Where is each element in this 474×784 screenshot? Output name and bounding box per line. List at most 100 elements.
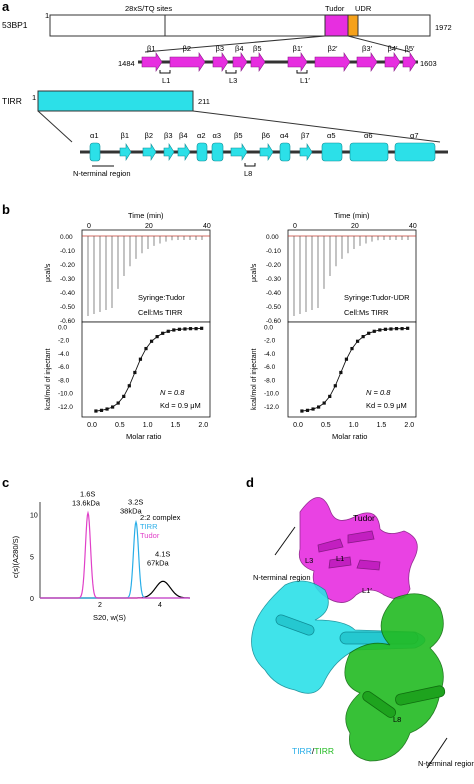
data-point <box>161 331 165 335</box>
bp1-start: 1 <box>45 11 49 20</box>
data-point <box>400 327 404 331</box>
ybot-tick: -8.0 <box>58 377 70 384</box>
data-point <box>367 331 371 335</box>
zoom2-elements: α1 β1 β2 β3 β4 α2 α3 β5 β6 α4 β7 α5 α6 α7 <box>89 131 436 162</box>
ytop-tick: -0.20 <box>266 262 281 269</box>
sites-label: 28xS/TQ sites <box>125 4 172 13</box>
data-point <box>361 335 365 339</box>
legend-entry: 2:2 complex <box>140 513 181 522</box>
legend-entry: TIRR <box>140 522 158 531</box>
ytop-tick: -0.60 <box>60 318 75 325</box>
x-tick: 2 <box>98 602 102 609</box>
l1p-label-d: L1′ <box>362 586 372 595</box>
data-point <box>149 339 154 343</box>
data-point <box>177 327 181 331</box>
panel-c-label: c <box>2 475 9 490</box>
ytop-axis-label: μcal/s <box>45 263 52 282</box>
data-point <box>311 407 315 411</box>
panel-b-label: b <box>2 202 10 217</box>
mw-label: 67kDa <box>147 558 170 567</box>
mw-label: 13.6kDa <box>72 498 101 507</box>
data-point <box>183 327 187 331</box>
strand <box>230 142 248 162</box>
data-point <box>122 394 126 399</box>
ybot-tick: -10.0 <box>58 391 73 398</box>
element-label: β5 <box>234 131 243 140</box>
tirr-legend: TIRR/TIRR <box>292 746 334 756</box>
raw-heat-frame <box>81 229 211 323</box>
element-label: β4 <box>179 131 188 140</box>
strand-label: β1 <box>147 44 156 53</box>
syringe-label: Syringe:Tudor-UDR <box>344 293 410 302</box>
strand-label: β3′ <box>362 44 372 53</box>
ybot-tick: -4.0 <box>58 351 70 358</box>
nterm-label-a: N-terminal region <box>73 169 131 178</box>
strand <box>299 142 313 162</box>
strand-label: β3 <box>216 44 225 53</box>
nterm-label-d1: N-terminal region <box>253 573 311 582</box>
l8-label-d: L8 <box>393 715 401 724</box>
data-point <box>300 409 304 413</box>
bp1-end: 1972 <box>435 23 452 32</box>
tudor-cartoon <box>298 497 418 603</box>
data-point <box>317 405 321 409</box>
data-point <box>155 335 159 339</box>
loop-l1p: L1′ <box>300 76 310 85</box>
data-point <box>144 346 148 351</box>
strand-arrow <box>141 52 163 72</box>
x-axis-label: Molar ratio <box>332 432 367 441</box>
x-axis-label: Molar ratio <box>126 432 161 441</box>
ybot-tick: 0.0 <box>58 324 67 331</box>
data-point <box>111 405 115 409</box>
ytop-tick: -0.30 <box>60 276 75 283</box>
auc-peak-line <box>40 510 190 599</box>
ybot-tick: 0.0 <box>264 324 273 331</box>
data-point <box>116 401 120 405</box>
strand <box>163 142 175 162</box>
mw-label: 38kDa <box>120 507 143 516</box>
tirr-legend-2: TIRR <box>314 746 334 756</box>
time-tick: 0 <box>87 223 91 230</box>
data-point <box>406 326 410 330</box>
zoom1-end: 1603 <box>420 59 437 68</box>
time-tick: 20 <box>351 223 359 230</box>
isotherm-frame <box>81 321 211 418</box>
panel-a-label: a <box>2 0 10 14</box>
cell-label: Cell:Ms TIRR <box>138 308 183 317</box>
ytop-tick: -0.40 <box>266 290 281 297</box>
strand <box>142 142 157 162</box>
tudor-label-d: Tudor <box>353 513 375 523</box>
data-point <box>389 327 393 331</box>
time-axis-label: Time (min) <box>128 211 164 220</box>
sedimentation-label: 1.6S <box>80 489 95 498</box>
nterm-line-2 <box>426 737 448 769</box>
data-point <box>200 326 204 330</box>
strand-label: β2 <box>183 44 192 53</box>
x-tick: 0.5 <box>115 422 125 429</box>
strand-arrow <box>356 52 378 72</box>
tirr-cartoon-2 <box>344 593 446 762</box>
zoom-line-right <box>347 35 411 53</box>
ybot-tick: -2.0 <box>58 338 70 345</box>
tirr-start: 1 <box>32 93 36 102</box>
zoom-line-left <box>144 35 326 53</box>
ybot-tick: -6.0 <box>264 364 276 371</box>
element-label: α1 <box>90 131 99 140</box>
x-axis-label: S20, w(S) <box>93 613 126 622</box>
ybot-tick: -6.0 <box>58 364 70 371</box>
x-tick: 1.5 <box>377 422 387 429</box>
y-tick: 10 <box>30 513 38 520</box>
element-label: α3 <box>213 131 222 140</box>
tudor-domain <box>324 14 349 37</box>
ytop-tick: -0.50 <box>266 304 281 311</box>
bp1-name: 53BP1 <box>2 20 28 30</box>
data-point <box>383 327 387 331</box>
zoom1-start: 1484 <box>118 59 135 68</box>
tirr-end: 211 <box>198 97 210 106</box>
element-label: β2 <box>145 131 154 140</box>
ybot-tick: -12.0 <box>264 404 279 411</box>
x-tick: 1.5 <box>171 422 181 429</box>
auc-plot: 0 5 10 2 4 S20, w(S) c(s)(A280/S) 2:2 complexTI… <box>11 489 190 622</box>
legend-entry: Tudor <box>140 531 160 540</box>
ytop-tick: 0.00 <box>60 234 73 241</box>
